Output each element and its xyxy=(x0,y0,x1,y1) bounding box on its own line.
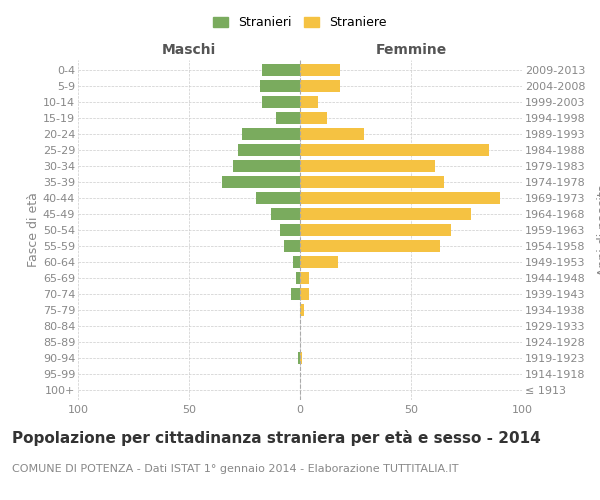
Bar xyxy=(300,144,489,156)
Bar xyxy=(298,352,300,364)
Y-axis label: Fasce di età: Fasce di età xyxy=(27,192,40,268)
Bar xyxy=(300,160,436,172)
Bar xyxy=(300,176,444,188)
Bar xyxy=(275,112,300,124)
Text: Femmine: Femmine xyxy=(376,42,446,56)
Bar xyxy=(242,128,300,140)
Text: Popolazione per cittadinanza straniera per età e sesso - 2014: Popolazione per cittadinanza straniera p… xyxy=(12,430,541,446)
Bar xyxy=(223,176,300,188)
Bar xyxy=(300,256,338,268)
Bar xyxy=(300,304,304,316)
Bar xyxy=(300,64,340,76)
Bar xyxy=(260,80,300,92)
Bar xyxy=(296,272,300,284)
Bar xyxy=(262,64,300,76)
Bar xyxy=(280,224,300,236)
Bar xyxy=(291,288,300,300)
Bar xyxy=(238,144,300,156)
Bar xyxy=(300,288,309,300)
Bar xyxy=(262,96,300,108)
Bar xyxy=(271,208,300,220)
Bar xyxy=(293,256,300,268)
Bar xyxy=(256,192,300,204)
Bar xyxy=(300,80,340,92)
Bar xyxy=(300,272,309,284)
Bar xyxy=(300,240,440,252)
Legend: Stranieri, Straniere: Stranieri, Straniere xyxy=(208,11,392,34)
Bar xyxy=(233,160,300,172)
Bar xyxy=(300,224,451,236)
Y-axis label: Anni di nascita: Anni di nascita xyxy=(596,184,600,276)
Text: Maschi: Maschi xyxy=(162,42,216,56)
Bar xyxy=(300,128,364,140)
Text: COMUNE DI POTENZA - Dati ISTAT 1° gennaio 2014 - Elaborazione TUTTITALIA.IT: COMUNE DI POTENZA - Dati ISTAT 1° gennai… xyxy=(12,464,458,474)
Bar xyxy=(300,208,471,220)
Bar xyxy=(284,240,300,252)
Bar xyxy=(300,192,500,204)
Bar xyxy=(300,112,326,124)
Bar xyxy=(300,352,302,364)
Bar xyxy=(300,96,318,108)
